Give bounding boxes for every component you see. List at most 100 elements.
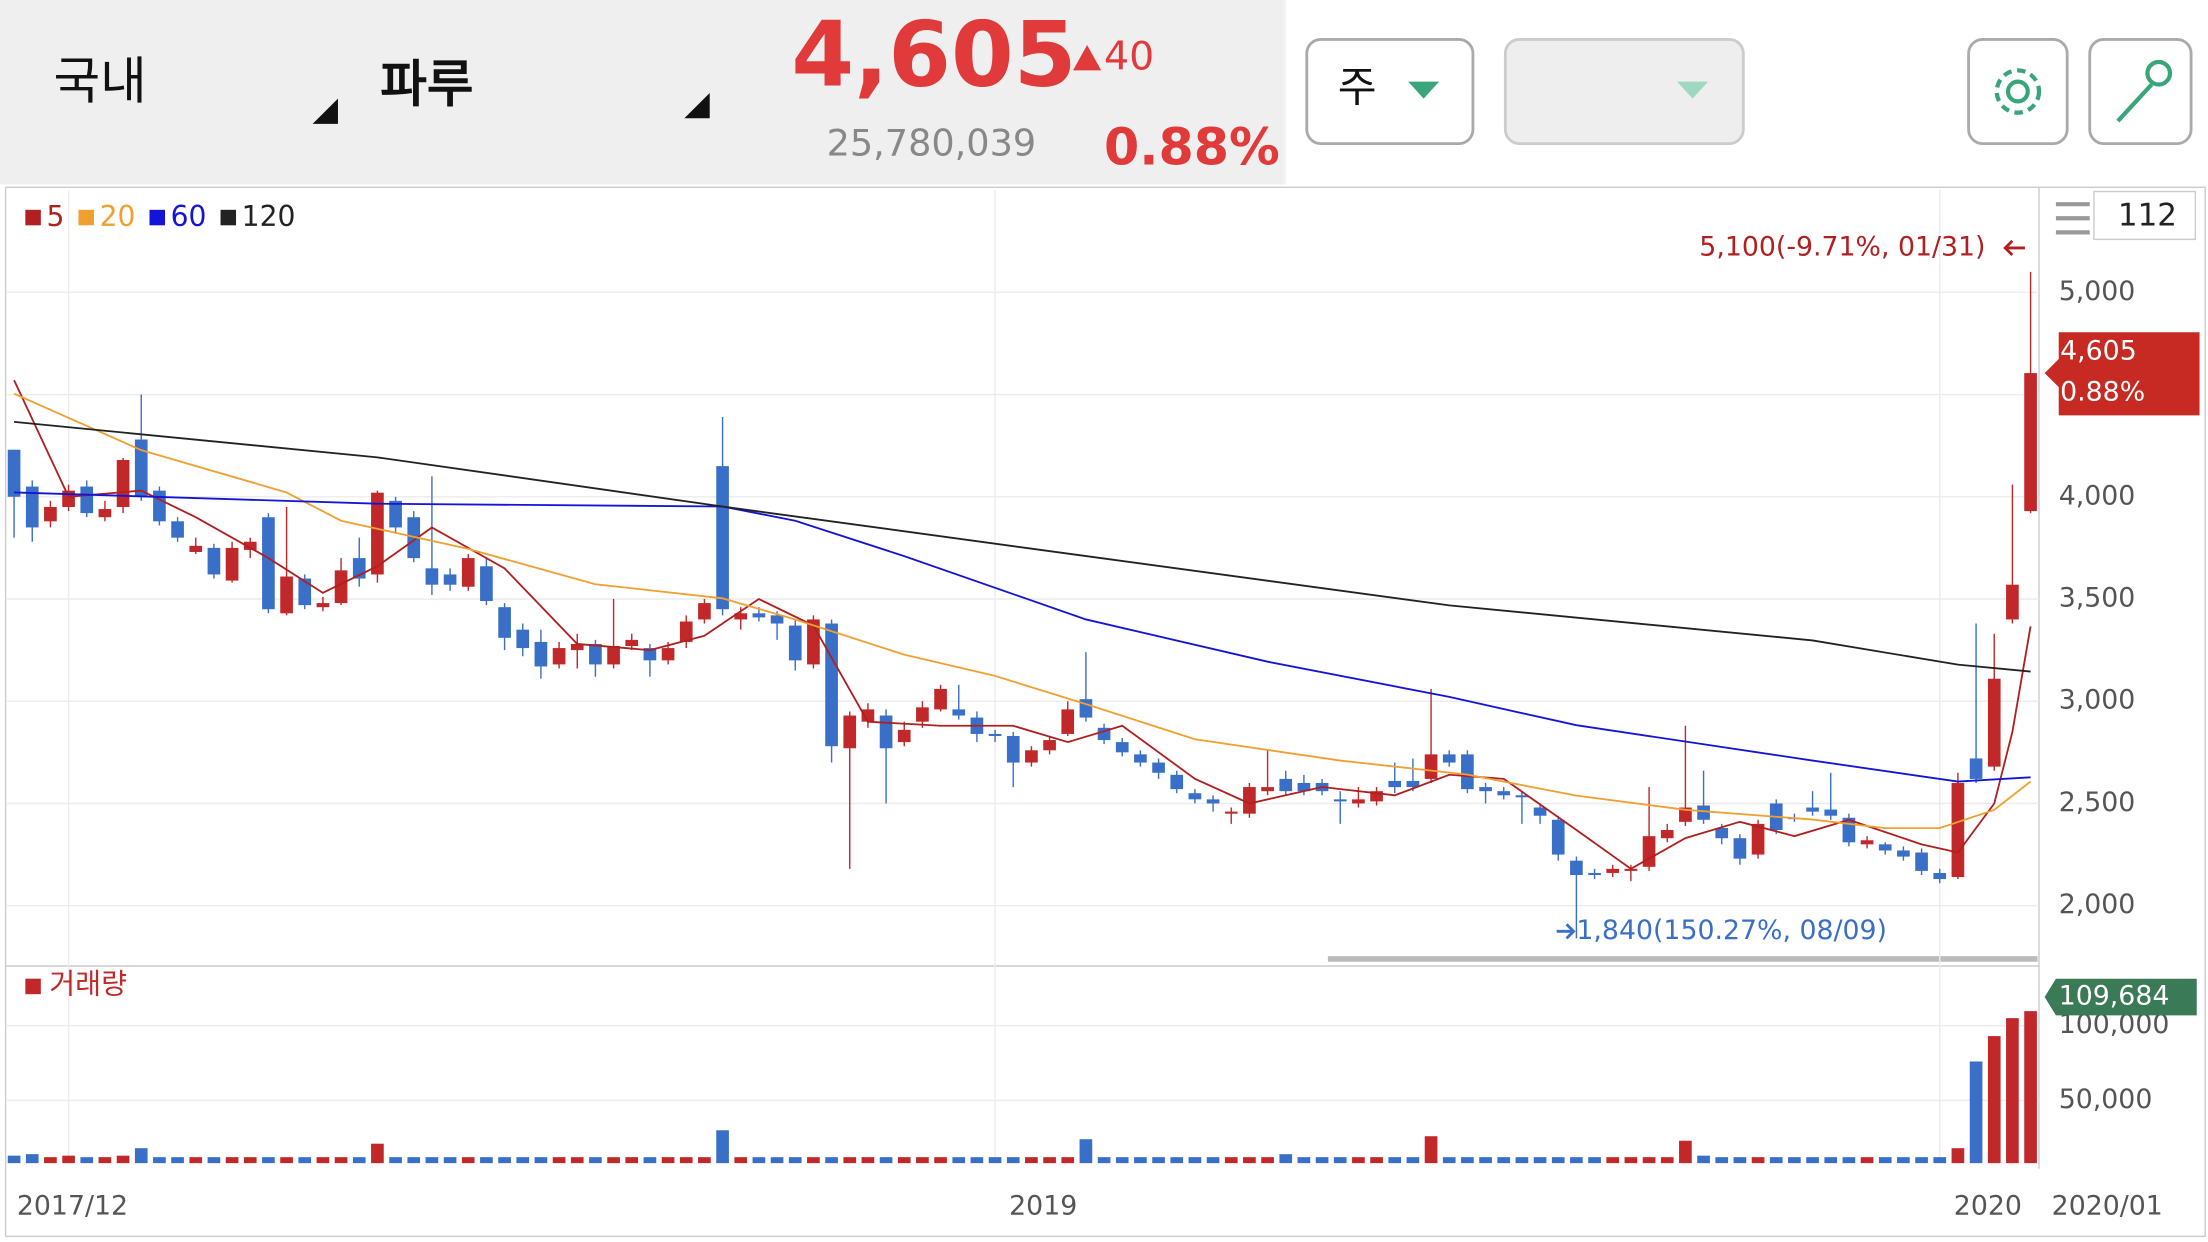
- period-dropdown[interactable]: [1305, 38, 1475, 146]
- price-tag-label: 4,605: [2060, 335, 2137, 366]
- candle-body: [1878, 844, 1892, 851]
- volume-bar: [1987, 1036, 2001, 1164]
- candle-body: [1933, 872, 1947, 880]
- candle-count: 112: [2118, 197, 2177, 233]
- stock-name[interactable]: 파루: [380, 54, 473, 113]
- count-box[interactable]: [2093, 190, 2197, 241]
- candle-body: [2006, 584, 2019, 620]
- volume-bar: [1352, 1157, 1365, 1164]
- volume-bar: [1243, 1157, 1256, 1164]
- candle-body: [1642, 836, 1656, 867]
- volume-bar: [716, 1130, 729, 1164]
- candle-body: [788, 625, 802, 661]
- volume-bar: [1370, 1157, 1383, 1164]
- candle-body: [825, 623, 838, 747]
- legend-swatch: [149, 209, 165, 226]
- volume-bar: [280, 1157, 293, 1164]
- candle-body: [1533, 807, 1547, 816]
- candle-body: [1497, 791, 1511, 796]
- volume-bar: [98, 1157, 112, 1164]
- candle-body: [1115, 742, 1129, 753]
- candle-body: [171, 521, 184, 538]
- volume-bar: [1515, 1157, 1529, 1164]
- candle-body: [1660, 830, 1674, 839]
- candle-body: [1588, 872, 1601, 876]
- candle-body: [134, 439, 148, 497]
- candle-body: [1479, 787, 1492, 792]
- candle-body: [2024, 373, 2037, 512]
- candle-body: [80, 486, 94, 514]
- volume-bar: [189, 1157, 203, 1164]
- volume-bar: [171, 1157, 184, 1164]
- volume-bar: [1333, 1157, 1347, 1164]
- candle-body: [1388, 780, 1402, 788]
- candle-body: [1679, 807, 1692, 822]
- candle-body: [1424, 754, 1438, 779]
- scrollbar[interactable]: [1327, 956, 2038, 962]
- volume-bar: [1224, 1157, 1238, 1164]
- volume-bar: [1261, 1157, 1274, 1164]
- candle-body: [988, 733, 1002, 736]
- max-arrow: [2003, 239, 2025, 256]
- candle-body: [752, 613, 766, 618]
- dropdown-corner: [312, 98, 338, 124]
- volume-bar: [970, 1157, 984, 1164]
- volume-bar: [352, 1157, 366, 1164]
- menu-icon[interactable]: [2055, 202, 2090, 235]
- candle-body: [44, 506, 57, 522]
- volume-bar: [1170, 1157, 1184, 1164]
- candle-body: [607, 646, 620, 665]
- candle-body: [1043, 740, 1056, 751]
- candle-body: [298, 578, 312, 606]
- candle-body: [879, 715, 893, 749]
- candle-body: [1134, 754, 1147, 763]
- volume-bar: [1533, 1157, 1547, 1164]
- volume-bar: [1806, 1157, 1819, 1164]
- volume-bar: [625, 1157, 639, 1164]
- volume-bar: [1188, 1157, 1202, 1164]
- candle-body: [1987, 678, 2001, 767]
- indicator-dropdown[interactable]: [1503, 38, 1745, 146]
- candle-body: [1279, 778, 1293, 792]
- volume-bar: [1497, 1157, 1511, 1164]
- candle-body: [916, 707, 929, 722]
- candle-body: [1733, 838, 1747, 859]
- volume-bar: [389, 1157, 402, 1164]
- volume-bar: [116, 1155, 130, 1164]
- market-select[interactable]: 국내: [54, 51, 147, 110]
- volume-bar: [698, 1157, 711, 1164]
- volume-bar: [207, 1157, 221, 1164]
- volume-bar: [934, 1157, 947, 1164]
- candle-body: [1551, 819, 1565, 855]
- candle-body: [698, 603, 711, 620]
- candle-body: [443, 574, 457, 585]
- legend-label: 20: [100, 200, 136, 233]
- candle-body: [334, 570, 348, 604]
- trade-volume: 25,780,039: [827, 122, 1037, 165]
- volume-bar: [1570, 1157, 1583, 1164]
- volume-bar: [225, 1157, 239, 1164]
- candle-body: [1806, 807, 1819, 812]
- legend-swatch: [78, 209, 94, 226]
- tools-button[interactable]: [2088, 38, 2193, 146]
- volume-bar: [25, 1154, 39, 1164]
- candle-body: [716, 466, 729, 610]
- up-arrow: [1073, 45, 1102, 71]
- x-tick-label: 2020/01: [2052, 1190, 2163, 1221]
- volume-bar: [80, 1157, 94, 1164]
- volume-bar: [1606, 1157, 1620, 1164]
- legend-label: 5: [46, 200, 64, 233]
- grid: [7, 190, 2040, 1164]
- volume-bar: [1315, 1157, 1329, 1164]
- volume-bar: [1297, 1157, 1311, 1164]
- volume-bar: [734, 1157, 748, 1164]
- volume-bar: [1715, 1157, 1729, 1164]
- volume-bar: [1624, 1157, 1638, 1164]
- y-tick-label: 4,000: [2059, 480, 2136, 511]
- dropdown-arrow: [1677, 81, 1709, 99]
- volume-bar: [1115, 1157, 1129, 1164]
- candle-body: [1370, 791, 1383, 802]
- volume-bar: [1969, 1061, 1983, 1164]
- settings-button[interactable]: [1967, 38, 2069, 146]
